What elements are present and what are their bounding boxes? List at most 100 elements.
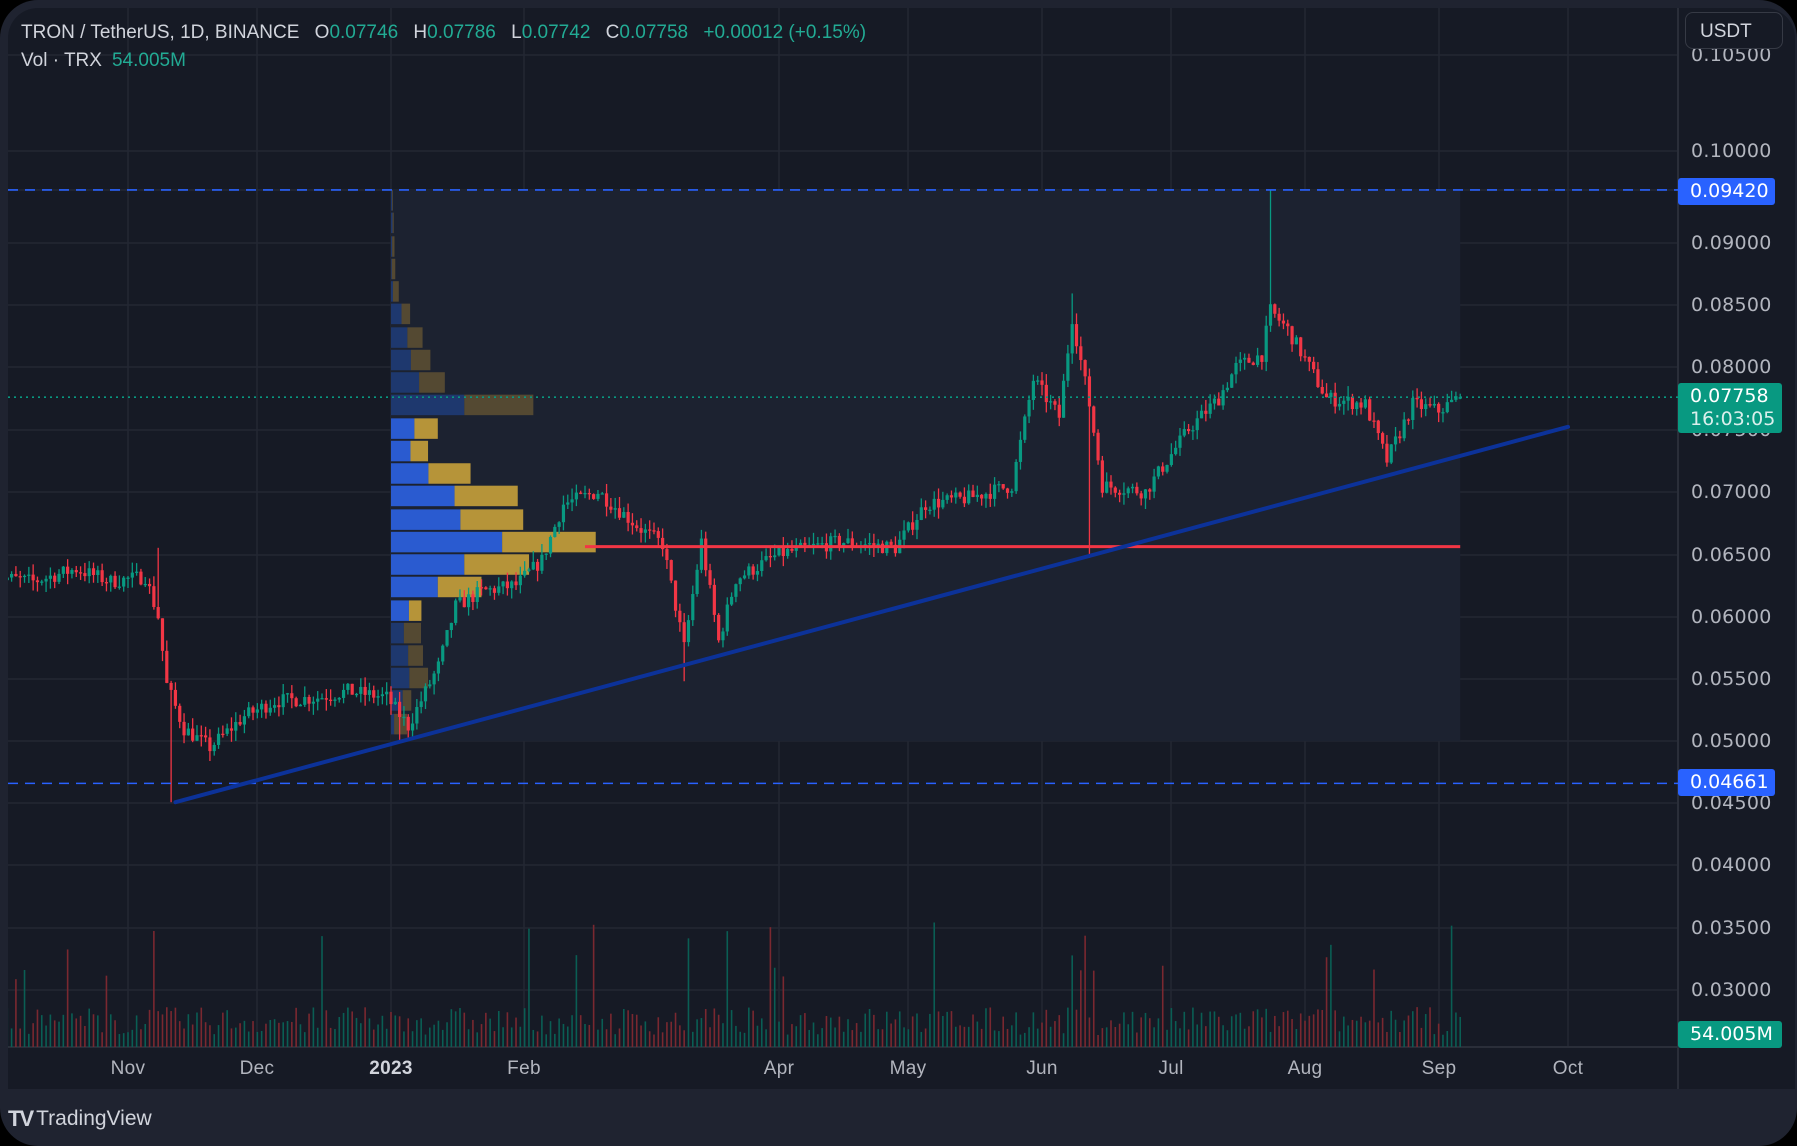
candle-body	[915, 519, 919, 530]
candle-body	[790, 548, 794, 551]
volume-profile-down-bar	[408, 600, 422, 621]
price-axis-label: 0.03000	[1691, 979, 1772, 1001]
candle-body	[389, 691, 393, 705]
candle-body	[380, 694, 384, 697]
candle-body	[992, 484, 997, 499]
candle-body	[415, 707, 419, 724]
candle-body	[911, 522, 915, 530]
candle-body	[359, 686, 363, 694]
candle-body	[1070, 324, 1074, 354]
candle-body	[962, 496, 967, 504]
candle-body	[699, 538, 704, 570]
chart-pane[interactable]	[8, 8, 1795, 1089]
candle-body	[695, 569, 699, 595]
candle-body	[1105, 481, 1109, 493]
candle-body	[1126, 488, 1130, 494]
candle-body	[997, 484, 1001, 486]
candle-body	[1113, 487, 1117, 493]
symbol-title[interactable]: TRON / TetherUS, 1D, BINANCE	[21, 22, 300, 43]
candle-body	[1100, 460, 1104, 493]
range-low-value: 0.04661	[1690, 771, 1769, 793]
candle-body	[544, 553, 548, 555]
candle-body	[104, 582, 109, 584]
volume-profile-up-bar	[390, 236, 393, 257]
candle-body	[8, 577, 9, 581]
candle-body	[466, 594, 471, 608]
candle-body	[96, 570, 100, 576]
candle-body	[729, 596, 734, 605]
candle-body	[617, 508, 622, 518]
price-axis-label: 0.04000	[1691, 854, 1772, 876]
trend-line	[173, 424, 1570, 805]
candle-body	[794, 545, 798, 551]
candle-body	[518, 575, 522, 586]
candle-body	[1208, 403, 1212, 414]
price-chart-canvas[interactable]	[8, 8, 1795, 1089]
candle-body	[350, 683, 354, 695]
candle-body	[419, 701, 423, 708]
candle-body	[1273, 304, 1277, 314]
candle-body	[1092, 406, 1096, 433]
time-axis-label: Oct	[1552, 1058, 1584, 1079]
candle-body	[1225, 387, 1230, 391]
candle-body	[454, 600, 458, 623]
volume-profile-down-bar	[454, 485, 518, 507]
close-value: 0.07758	[619, 22, 689, 43]
price-axis-label: 0.08000	[1691, 356, 1772, 378]
candle-body	[48, 575, 52, 579]
price-axis-label: 0.05000	[1691, 730, 1772, 752]
candle-body	[147, 583, 152, 587]
candle-body	[880, 543, 885, 554]
candle-body	[458, 597, 462, 601]
candle-body	[734, 584, 738, 597]
candle-body	[656, 531, 660, 538]
volume-profile-up-bar	[390, 600, 409, 621]
candle-body	[643, 529, 647, 533]
candle-body	[1130, 486, 1135, 489]
candle-body	[510, 581, 514, 589]
candle-body	[704, 538, 708, 571]
candle-body	[1057, 404, 1061, 418]
candle-body	[341, 689, 346, 698]
candle-body	[557, 522, 561, 527]
candle-body	[156, 607, 160, 619]
volume-profile-down-bar	[392, 190, 393, 211]
candle-body	[268, 707, 272, 713]
volume-profile-up-bar	[390, 394, 465, 416]
currency-button[interactable]: USDT	[1685, 12, 1783, 49]
candle-body	[1320, 386, 1324, 394]
candle-body	[893, 544, 898, 554]
candle-body	[1337, 403, 1342, 407]
candle-body	[971, 490, 975, 498]
candle-body	[428, 684, 432, 687]
volume-profile-down-bar	[408, 645, 423, 666]
candle-body	[1186, 429, 1191, 432]
candle-body	[354, 693, 359, 696]
candle-body	[691, 594, 695, 621]
candle-body	[1260, 355, 1264, 362]
candle-body	[635, 525, 639, 529]
volume-profile-up-bar	[390, 667, 410, 689]
candle-body	[1294, 337, 1298, 345]
candle-body	[988, 493, 992, 499]
candle-body	[579, 492, 583, 494]
candle-body	[1191, 430, 1195, 432]
candle-body	[298, 704, 303, 707]
candle-body	[1152, 476, 1156, 492]
candle-body	[837, 535, 841, 547]
volume-label[interactable]: Vol · TRX	[21, 50, 102, 71]
candle-body	[91, 568, 96, 576]
candle-body	[307, 697, 311, 704]
tradingview-brand[interactable]: TV TradingView	[8, 1104, 152, 1134]
candle-body	[216, 733, 221, 745]
volume-tag: 54.005M	[1678, 1021, 1782, 1048]
volume-profile-down-bar	[392, 212, 394, 234]
candle-body	[78, 572, 83, 574]
candle-body	[514, 581, 518, 586]
candle-body	[1368, 399, 1372, 421]
candle-body	[721, 631, 725, 641]
candle-body	[40, 581, 44, 583]
candle-body	[83, 573, 87, 577]
candle-body	[303, 697, 307, 705]
